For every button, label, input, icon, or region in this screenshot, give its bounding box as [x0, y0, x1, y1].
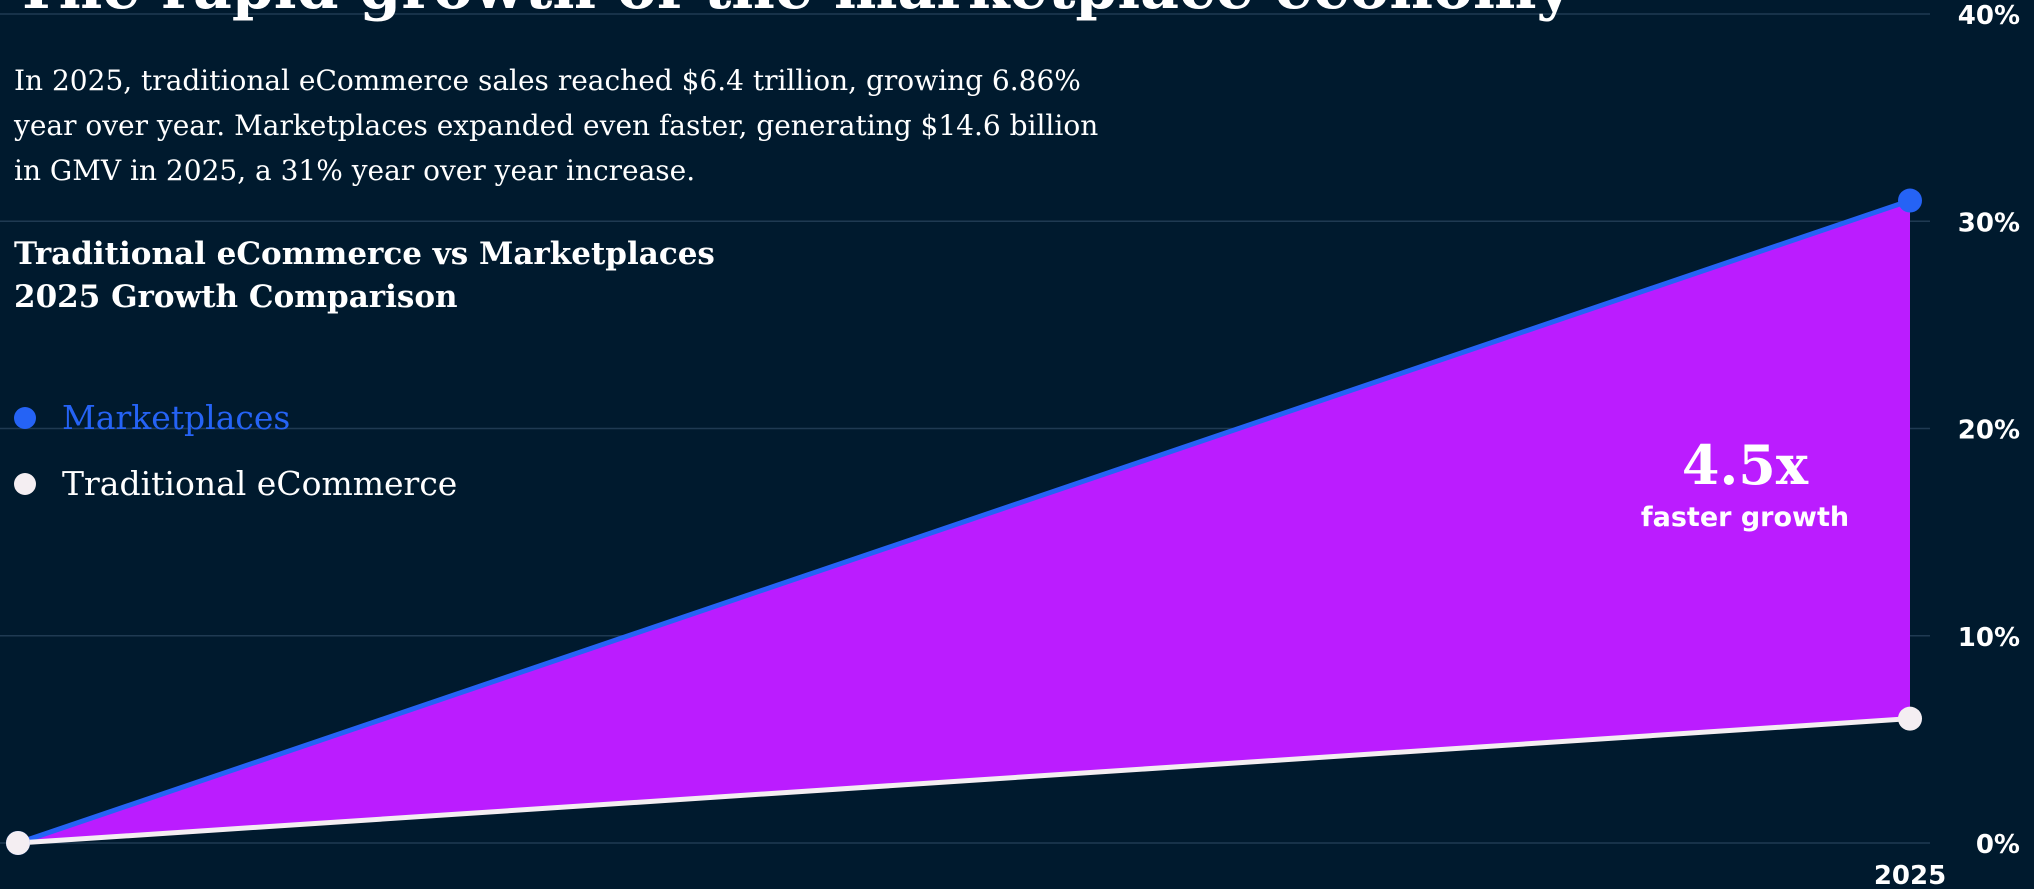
y-tick-label: 0%	[1976, 830, 2020, 860]
callout-value: 4.5x	[1681, 433, 1809, 497]
data-point-traditional	[1898, 706, 1922, 731]
legend-label-marketplaces: Marketplaces	[62, 398, 291, 437]
callout-text: faster growth	[1640, 502, 1850, 533]
data-point-marketplaces	[1898, 188, 1922, 213]
page-title: The rapid growth of the marketplace econ…	[14, 0, 1571, 20]
legend-label-traditional: Traditional eCommerce	[62, 464, 458, 503]
series-line-marketplaces	[17, 198, 1911, 846]
intro-paragraph: In 2025, traditional eCommerce sales rea…	[14, 64, 1099, 187]
chart-title: Traditional eCommerce vs Marketplaces 20…	[14, 233, 715, 319]
growth-callout: 4.5x faster growth	[1630, 432, 1860, 538]
data-point-traditional	[6, 831, 30, 855]
y-tick-label: 10%	[1958, 623, 2020, 653]
x-tick-label: 2025	[1874, 861, 1946, 889]
legend-dot-marketplaces	[14, 407, 36, 429]
series-line-traditional	[17, 716, 1911, 846]
chart-title-line-2: 2025 Growth Comparison	[14, 279, 458, 315]
legend-dot-traditional	[14, 473, 36, 495]
growth-gap-area	[18, 200, 1910, 843]
y-tick-label: 20%	[1958, 416, 2020, 446]
y-tick-label: 40%	[1958, 1, 2020, 31]
y-tick-label: 30%	[1958, 208, 2020, 238]
chart-title-line-1: Traditional eCommerce vs Marketplaces	[14, 236, 715, 272]
